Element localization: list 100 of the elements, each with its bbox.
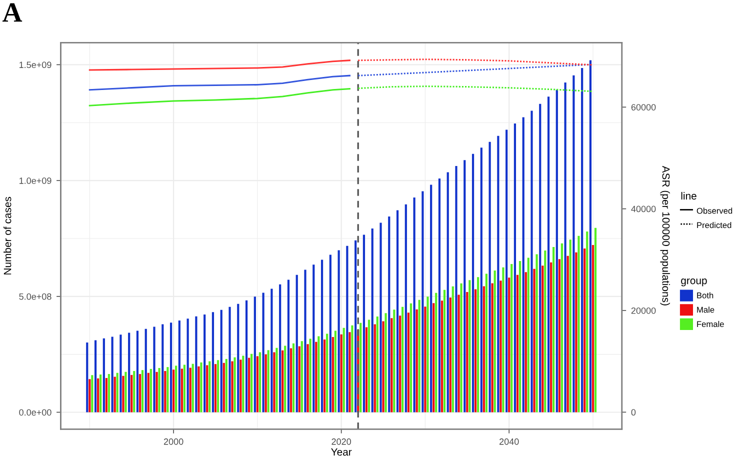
bar bbox=[422, 191, 424, 412]
bar bbox=[225, 358, 228, 412]
y2-axis-title: ASR (per 100000 populations) bbox=[660, 166, 670, 306]
line-series bbox=[88, 88, 350, 106]
bar bbox=[382, 321, 384, 412]
bar bbox=[133, 371, 136, 412]
bar bbox=[234, 357, 236, 412]
bar bbox=[446, 172, 449, 412]
bar bbox=[497, 136, 500, 412]
bar bbox=[338, 250, 340, 412]
bar bbox=[240, 360, 242, 412]
bar bbox=[407, 312, 410, 412]
bar bbox=[365, 327, 368, 412]
bar bbox=[282, 350, 284, 412]
bar bbox=[413, 197, 416, 412]
bar bbox=[581, 68, 584, 412]
bar bbox=[584, 248, 586, 412]
line-series bbox=[88, 60, 350, 71]
bar bbox=[404, 204, 407, 412]
bar bbox=[298, 346, 300, 412]
y-tick-label: 1.0e+09 bbox=[20, 178, 52, 184]
bar bbox=[384, 313, 387, 412]
bar bbox=[514, 124, 516, 412]
bar bbox=[524, 272, 527, 412]
bar bbox=[494, 270, 496, 412]
bar bbox=[102, 338, 105, 412]
bar bbox=[164, 371, 166, 412]
bar bbox=[560, 243, 563, 412]
bar bbox=[500, 280, 502, 412]
bar bbox=[388, 216, 390, 412]
bar bbox=[396, 210, 399, 412]
bar bbox=[114, 376, 116, 412]
bar bbox=[111, 336, 114, 412]
bar bbox=[527, 258, 530, 412]
y2-tick-label: 60000 bbox=[631, 104, 656, 110]
bar bbox=[172, 370, 175, 412]
bar bbox=[410, 303, 412, 412]
bar bbox=[162, 324, 164, 412]
bar bbox=[97, 378, 100, 412]
bar bbox=[270, 288, 273, 412]
bar bbox=[348, 332, 351, 412]
bar bbox=[91, 375, 94, 412]
bar bbox=[488, 142, 491, 412]
bar bbox=[516, 274, 519, 412]
text: Predicted bbox=[697, 222, 732, 228]
legend-label: Female bbox=[697, 320, 724, 328]
bar bbox=[287, 280, 290, 412]
bar bbox=[342, 328, 345, 412]
bar bbox=[556, 90, 558, 412]
bar bbox=[186, 318, 189, 412]
bar bbox=[128, 332, 130, 412]
bar bbox=[578, 236, 580, 412]
bar bbox=[390, 318, 393, 412]
bar bbox=[589, 60, 592, 412]
bar bbox=[258, 352, 261, 412]
bar bbox=[136, 330, 139, 412]
y2-tick-label: 20000 bbox=[631, 307, 656, 314]
bar bbox=[216, 360, 220, 412]
bar bbox=[284, 346, 286, 412]
bar bbox=[575, 252, 578, 412]
text: Observed bbox=[696, 208, 732, 214]
bar bbox=[262, 292, 264, 412]
bar bbox=[326, 334, 328, 412]
bar bbox=[153, 326, 156, 412]
bar bbox=[468, 280, 471, 412]
bar bbox=[290, 348, 292, 412]
line-series bbox=[88, 74, 350, 91]
bar bbox=[276, 348, 278, 412]
bar bbox=[474, 289, 477, 412]
bar bbox=[170, 322, 172, 412]
bar bbox=[130, 374, 133, 412]
bar bbox=[144, 328, 147, 412]
bar bbox=[351, 325, 354, 412]
bar bbox=[138, 374, 142, 412]
bar bbox=[416, 309, 418, 412]
bar bbox=[477, 277, 480, 412]
bar bbox=[214, 364, 217, 412]
bar bbox=[228, 306, 231, 412]
bar bbox=[530, 110, 533, 412]
bar bbox=[542, 266, 544, 412]
bar bbox=[536, 254, 538, 412]
bar bbox=[304, 270, 306, 412]
bar bbox=[220, 310, 222, 412]
bar bbox=[329, 254, 332, 412]
bar bbox=[306, 344, 309, 412]
bar bbox=[398, 316, 402, 412]
bar bbox=[189, 368, 192, 412]
y2-tick-label: 0 bbox=[631, 409, 636, 416]
bar bbox=[147, 372, 150, 412]
bar bbox=[380, 222, 382, 412]
bar bbox=[156, 372, 158, 412]
bar bbox=[256, 356, 258, 412]
x-axis-title: Year bbox=[331, 448, 352, 456]
bar bbox=[449, 298, 452, 412]
bar bbox=[195, 316, 198, 412]
bar bbox=[94, 340, 97, 412]
bar bbox=[435, 292, 438, 412]
bar bbox=[86, 342, 88, 412]
bar bbox=[376, 316, 378, 412]
bar bbox=[552, 247, 555, 412]
